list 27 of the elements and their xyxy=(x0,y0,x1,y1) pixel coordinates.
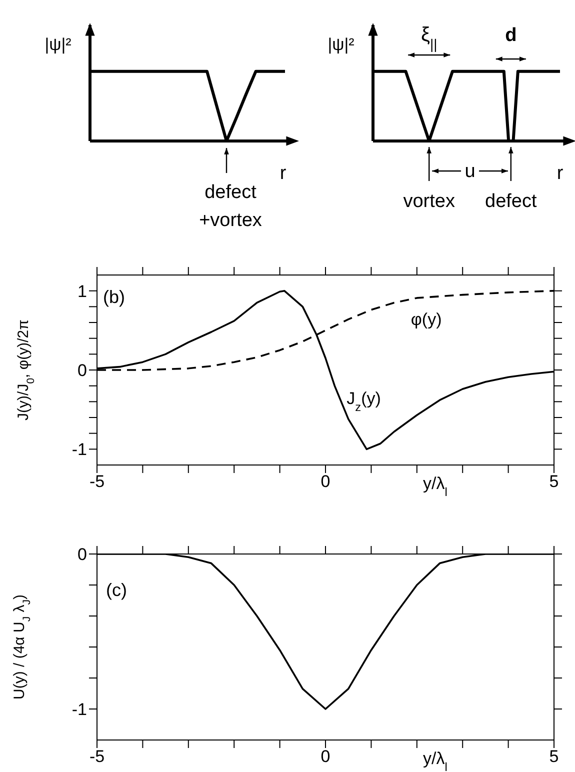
annotation: (b) xyxy=(103,287,125,307)
text: defect +vortex xyxy=(199,182,262,231)
x-tick-label: 5 xyxy=(549,472,559,492)
x-tick-label: 5 xyxy=(549,747,559,766)
series-label: φ(y) xyxy=(410,310,442,329)
x-tick-label: 0 xyxy=(320,747,330,766)
x-axis-title: y/λ$_{l}$ xyxy=(422,474,448,499)
x-tick-label: 0 xyxy=(320,472,330,492)
text: defect xyxy=(485,191,538,212)
y-tick-label: 0 xyxy=(78,361,87,380)
x-axis-title: r xyxy=(556,163,564,184)
x-axis-title: r xyxy=(280,163,287,184)
annotation: (c) xyxy=(106,580,127,600)
text: vortex xyxy=(403,191,456,212)
x-axis-title: y/λ$_{l}$ xyxy=(422,749,448,772)
y-tick-label: -1 xyxy=(72,440,87,460)
series-label: J$_{z}$(y) xyxy=(346,388,381,414)
text: d xyxy=(505,25,517,46)
x-tick-label: -5 xyxy=(89,472,105,492)
y-tick-label: 1 xyxy=(78,282,87,301)
y-axis-title: |ψ|² xyxy=(328,35,355,54)
text: u xyxy=(464,161,476,182)
y-tick-label: 0 xyxy=(78,545,87,564)
x-tick-label: -5 xyxy=(89,747,105,766)
text: ξ$_{||}$ xyxy=(420,24,438,52)
y-axis-title: |ψ|² xyxy=(44,35,72,54)
y-tick-label: -1 xyxy=(72,700,87,720)
